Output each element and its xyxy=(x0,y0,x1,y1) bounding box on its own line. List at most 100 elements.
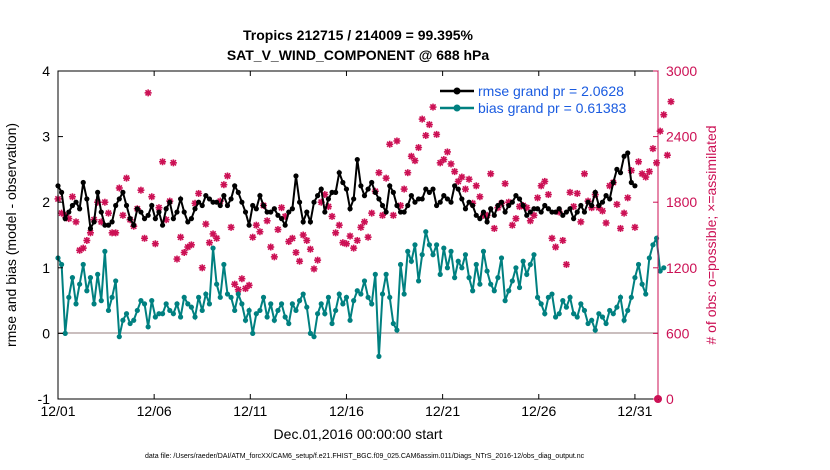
rmse-point xyxy=(278,216,285,222)
x-tick-label: 12/31 xyxy=(617,403,652,419)
obs-point-stroke xyxy=(473,182,480,189)
rmse-point xyxy=(372,189,378,195)
bias-point xyxy=(401,291,407,297)
y-tick-label: 1 xyxy=(42,260,50,276)
obs-point-stroke xyxy=(101,199,109,206)
rmse-point xyxy=(455,186,461,192)
obs-point xyxy=(101,198,109,206)
y2-tick-label: 1200 xyxy=(666,260,697,276)
obs-point xyxy=(353,236,361,244)
bias-point xyxy=(311,334,317,340)
bias-point xyxy=(491,288,497,294)
obs-point xyxy=(458,173,466,181)
obs-point xyxy=(314,256,322,264)
rmse-point xyxy=(98,209,104,215)
obs-point-stroke xyxy=(400,185,408,193)
y2-tick-label: 2400 xyxy=(666,129,697,145)
obs-point-stroke xyxy=(314,256,321,264)
bias-point xyxy=(170,311,176,317)
obs-point-stroke xyxy=(69,193,76,200)
obs-point-stroke xyxy=(227,224,235,231)
obs-point xyxy=(115,184,123,192)
rmse-point xyxy=(77,206,83,212)
obs-point xyxy=(425,121,433,129)
obs-point xyxy=(501,180,509,188)
rmse-point xyxy=(167,199,173,205)
bias-point xyxy=(271,317,277,323)
obs-point-stroke xyxy=(426,121,433,128)
bias-point xyxy=(574,314,580,320)
x-tick-label: 12/26 xyxy=(521,403,556,419)
obs-point xyxy=(375,169,383,177)
obs-point xyxy=(342,240,350,248)
obs-point-stroke xyxy=(667,98,675,105)
obs-point-stroke xyxy=(112,229,119,236)
obs-point xyxy=(645,168,653,176)
obs-point-stroke xyxy=(195,190,202,197)
rmse-point xyxy=(62,216,68,222)
obs-point-stroke xyxy=(188,241,195,249)
bias-point xyxy=(192,314,198,320)
rmse-point xyxy=(224,202,231,209)
obs-point-stroke xyxy=(419,115,426,123)
obs-point xyxy=(213,234,221,242)
rmse-point xyxy=(459,196,465,202)
rmse-point xyxy=(318,186,324,192)
legend: rmse grand pr = 2.0628 bias grand pr = 0… xyxy=(440,83,626,116)
bias-point xyxy=(599,314,606,320)
obs-point xyxy=(465,175,473,183)
bias-point xyxy=(657,268,663,274)
bias-point xyxy=(592,327,598,333)
rmse-point xyxy=(246,222,252,228)
obs-point xyxy=(267,243,275,251)
obs-point xyxy=(270,253,278,261)
obs-point xyxy=(429,103,437,111)
obs-point-stroke xyxy=(253,221,260,229)
rmse-point xyxy=(383,209,389,215)
rmse-point xyxy=(242,209,249,215)
obs-point-stroke xyxy=(631,224,639,231)
x-axis: 12/01 12/06 12/11 12/16 12/21 12/26 12/31 xyxy=(40,71,653,419)
obs-point xyxy=(112,229,120,237)
rmse-point xyxy=(340,179,346,186)
rmse-point xyxy=(473,212,479,218)
bias-point xyxy=(545,294,551,300)
obs-point xyxy=(617,224,624,232)
bias-point xyxy=(423,229,429,235)
obs-point-stroke xyxy=(559,237,566,244)
obs-point-stroke xyxy=(163,216,170,223)
rmse-point xyxy=(221,193,227,199)
obs-point-stroke xyxy=(206,239,213,246)
obs-point xyxy=(72,218,80,226)
obs-point xyxy=(382,174,390,182)
bias-point xyxy=(614,304,620,310)
bias-point xyxy=(405,248,411,254)
bias-point xyxy=(516,284,523,291)
bias-point xyxy=(282,314,288,320)
bias-point xyxy=(607,307,613,314)
obs-point xyxy=(274,226,282,234)
obs-point-stroke xyxy=(357,224,365,231)
obs-point-stroke xyxy=(617,225,624,232)
obs-point xyxy=(620,209,628,217)
bias-point xyxy=(455,258,461,264)
obs-point xyxy=(389,211,397,219)
rmse-point xyxy=(120,189,126,195)
bias-point xyxy=(639,281,645,287)
obs-point xyxy=(443,148,451,156)
rmse-point xyxy=(567,206,573,212)
rmse-point xyxy=(152,216,158,222)
rmse-point xyxy=(415,196,422,202)
rmse-point xyxy=(506,202,512,209)
bias-point xyxy=(531,252,537,258)
obs-point xyxy=(83,236,91,244)
bias-point xyxy=(181,294,187,300)
obs-point xyxy=(252,221,260,229)
y2-tick-label: 3000 xyxy=(666,63,697,79)
obs-point-stroke xyxy=(545,191,552,198)
rmse-point xyxy=(401,209,407,215)
obs-point xyxy=(472,182,480,190)
bias-point xyxy=(387,294,393,300)
rmse-point xyxy=(84,196,90,202)
obs-point xyxy=(552,243,560,251)
